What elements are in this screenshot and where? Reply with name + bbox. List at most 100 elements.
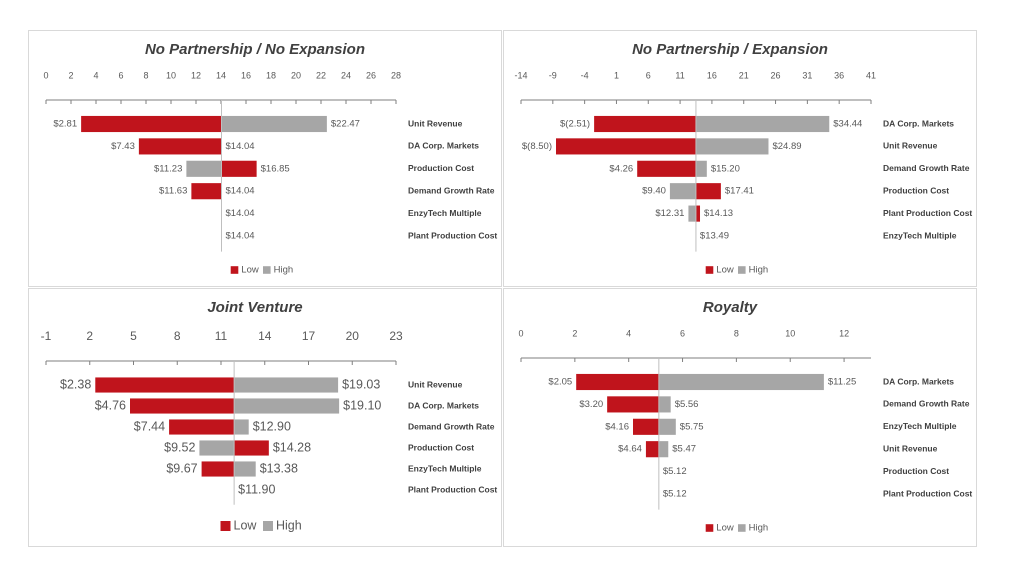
category-label: Demand Growth Rate xyxy=(408,421,495,431)
category-label: Production Cost xyxy=(883,466,949,476)
x-tick-label: 17 xyxy=(302,329,316,343)
value-label: $19.10 xyxy=(343,398,381,412)
x-tick-label: 8 xyxy=(734,328,739,338)
x-tick-label: 18 xyxy=(266,70,276,80)
value-label: $14.04 xyxy=(226,208,255,219)
bar xyxy=(186,160,222,177)
bar xyxy=(81,115,222,133)
value-label: $(2.51) xyxy=(560,119,590,130)
chart-panel: Royalty 0 2 4 6 8 10 12 DA Corp. Markets $2.05 $11… xyxy=(503,288,977,547)
value-label: $14.28 xyxy=(273,440,311,454)
legend-label: High xyxy=(274,265,294,276)
legend-label: Low xyxy=(716,523,734,534)
value-label: $19.03 xyxy=(342,377,380,391)
bar xyxy=(95,377,235,393)
category-label: DA Corp. Markets xyxy=(883,118,954,128)
x-tick-label: 4 xyxy=(626,328,631,338)
x-tick-label: 1 xyxy=(614,70,619,80)
value-label: $9.67 xyxy=(166,461,197,475)
x-tick-label: 36 xyxy=(834,70,844,80)
value-label: $34.44 xyxy=(833,119,862,130)
x-tick-label: 2 xyxy=(68,70,73,80)
x-tick-label: 21 xyxy=(739,70,749,80)
bar xyxy=(695,183,721,200)
value-label: $11.23 xyxy=(154,163,182,174)
value-label: $7.43 xyxy=(111,141,135,152)
category-label: EnzyTech Multiple xyxy=(883,230,957,240)
value-label: $16.85 xyxy=(261,163,290,174)
x-tick-label: 31 xyxy=(802,70,812,80)
bar xyxy=(221,160,257,177)
x-tick-label: 4 xyxy=(93,70,98,80)
value-label: $5.56 xyxy=(675,399,699,410)
legend-swatch xyxy=(738,266,746,274)
bar xyxy=(234,398,340,414)
x-tick-label: 24 xyxy=(341,70,351,80)
value-label: $4.76 xyxy=(95,398,126,412)
value-label: $13.49 xyxy=(700,231,729,242)
x-tick-label: 16 xyxy=(241,70,251,80)
bar xyxy=(234,461,256,477)
bar xyxy=(658,441,669,458)
chart-panel: Joint Venture -1 2 5 8 11 14 17 20 23 Unit Revenue… xyxy=(28,288,502,547)
x-tick-label: -4 xyxy=(581,70,589,80)
value-label: $5.12 xyxy=(663,489,687,500)
value-label: $24.89 xyxy=(772,141,801,152)
x-tick-label: 41 xyxy=(866,70,876,80)
value-label: $15.20 xyxy=(711,163,740,174)
bar xyxy=(695,160,707,177)
legend-swatch xyxy=(705,524,714,532)
bar xyxy=(234,419,249,435)
category-label: Unit Revenue xyxy=(883,443,938,453)
x-tick-label: 14 xyxy=(258,329,272,343)
category-label: EnzyTech Multiple xyxy=(408,463,482,473)
bar xyxy=(138,138,222,155)
bar xyxy=(658,396,671,413)
bar xyxy=(695,138,769,155)
x-tick-label: 11 xyxy=(215,329,228,343)
bar xyxy=(234,377,339,393)
chart-title: No Partnership / Expansion xyxy=(632,41,828,58)
category-label: Plant Production Cost xyxy=(883,488,972,498)
value-label: $5.12 xyxy=(663,466,687,477)
bar xyxy=(199,440,235,456)
panel-border xyxy=(503,30,977,287)
x-tick-label: 2 xyxy=(86,329,93,343)
category-label: DA Corp. Markets xyxy=(408,400,479,410)
legend-label: High xyxy=(749,265,769,276)
bar xyxy=(576,373,659,391)
bar xyxy=(556,138,696,155)
value-label: $17.41 xyxy=(725,186,754,197)
x-tick-label: 10 xyxy=(785,328,795,338)
x-tick-label: 2 xyxy=(572,328,577,338)
x-tick-label: 0 xyxy=(43,70,48,80)
bar xyxy=(669,183,696,200)
chart-title: Joint Venture xyxy=(207,299,302,316)
x-tick-label: 0 xyxy=(518,328,523,338)
category-label: Plant Production Cost xyxy=(408,484,497,494)
bar xyxy=(645,441,659,458)
x-tick-label: 10 xyxy=(166,70,176,80)
value-label: $7.44 xyxy=(134,419,165,433)
value-label: $22.47 xyxy=(331,119,360,130)
value-label: $11.90 xyxy=(238,482,275,496)
category-label: Unit Revenue xyxy=(883,141,938,151)
x-tick-label: -9 xyxy=(549,70,557,80)
legend-label: Low xyxy=(716,265,734,276)
legend-swatch xyxy=(738,524,746,532)
legend-label: High xyxy=(749,523,769,534)
panel-border xyxy=(28,288,502,547)
x-tick-label: 6 xyxy=(680,328,685,338)
x-tick-label: 26 xyxy=(771,70,781,80)
value-label: $14.13 xyxy=(704,208,733,219)
category-label: DA Corp. Markets xyxy=(408,141,479,151)
category-label: Demand Growth Rate xyxy=(883,399,970,409)
chart-title: No Partnership / No Expansion xyxy=(145,41,365,58)
category-label: Unit Revenue xyxy=(408,379,463,389)
category-label: Plant Production Cost xyxy=(883,208,972,218)
chart-panel: No Partnership / Expansion-14 -9 -4 1 6 11 16 2… xyxy=(503,30,977,287)
x-tick-label: 6 xyxy=(646,70,651,80)
value-label: $13.38 xyxy=(260,461,298,475)
value-label: $4.64 xyxy=(618,444,642,455)
